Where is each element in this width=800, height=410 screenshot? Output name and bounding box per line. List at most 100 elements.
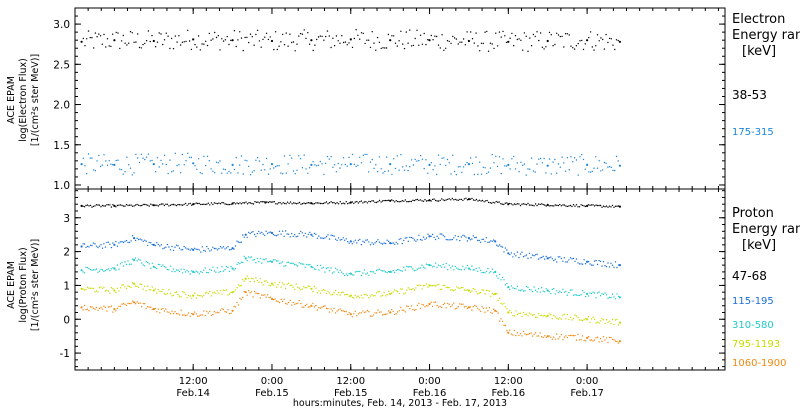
proton-trace-dot-310-580	[297, 265, 299, 267]
proton-trace-dot-795-1193	[172, 294, 175, 296]
electron-trace-dot-38-53	[577, 42, 579, 45]
proton-trace-dot-795-1193	[515, 310, 517, 312]
proton-trace-dot-47-68	[243, 202, 246, 204]
electron-point-38-53	[231, 39, 234, 42]
proton-trace-dot-1060-1900	[303, 306, 305, 308]
proton-trace-dot-795-1193	[191, 297, 193, 299]
proton-trace-dot-310-580	[258, 260, 260, 263]
proton-trace-dot-47-68	[118, 204, 120, 206]
electron-trace-dot-175-315	[384, 170, 386, 173]
electron-trace-dot-175-315	[375, 164, 377, 166]
proton-trace-dot-1060-1900	[162, 307, 164, 310]
electron-trace-dot-175-315	[564, 170, 567, 172]
proton-trace-dot-1060-1900	[528, 333, 531, 335]
proton-trace-dot-47-68	[474, 199, 476, 202]
electron-trace-dot-175-315	[108, 160, 110, 162]
proton-trace-dot-310-580	[409, 266, 411, 268]
proton-trace-dot-115-195	[601, 265, 603, 267]
proton-trace-dot-795-1193	[212, 292, 214, 294]
proton-trace-dot-115-195	[513, 253, 516, 255]
electron-trace-dot-38-53	[418, 44, 420, 46]
proton-trace-dot-310-580	[598, 291, 600, 293]
proton-trace-dot-795-1193	[357, 295, 359, 297]
proton-point-47-68	[80, 204, 83, 207]
proton-trace-dot-310-580	[156, 267, 158, 270]
proton-trace-dot-795-1193	[368, 297, 370, 299]
electron-trace-dot-175-315	[495, 155, 497, 158]
electron-trace-dot-38-53	[214, 31, 216, 34]
proton-trace-dot-47-68	[378, 199, 381, 202]
proton-trace-dot-310-580	[491, 268, 493, 270]
proton-trace-dot-47-68	[312, 203, 314, 205]
proton-trace-dot-310-580	[462, 265, 464, 268]
electron-trace-dot-38-53	[593, 49, 595, 51]
electron-trace-dot-175-315	[529, 168, 531, 170]
proton-trace-dot-115-195	[261, 231, 263, 234]
proton-trace-dot-310-580	[437, 264, 440, 266]
proton-trace-dot-795-1193	[433, 284, 435, 287]
proton-trace-dot-1060-1900	[198, 315, 200, 317]
proton-trace-dot-115-195	[433, 236, 435, 239]
proton-trace-dot-310-580	[368, 274, 370, 277]
proton-trace-dot-115-195	[516, 251, 519, 253]
proton-trace-dot-310-580	[334, 267, 337, 269]
electron-trace-dot-38-53	[543, 48, 545, 50]
electron-trace-dot-175-315	[181, 153, 184, 156]
electron-point-38-53	[270, 39, 274, 43]
proton-trace-dot-310-580	[536, 291, 538, 293]
electron-trace-dot-175-315	[493, 162, 495, 164]
electron-trace-dot-38-53	[416, 29, 418, 31]
electron-point-175-315	[270, 163, 274, 166]
electron-point-38-53	[192, 38, 195, 41]
proton-trace-dot-115-195	[330, 234, 332, 236]
electron-trace-dot-175-315	[339, 167, 341, 169]
proton-legend-title-2: Energy ranges	[732, 222, 800, 237]
electron-trace-dot-175-315	[362, 154, 364, 156]
electron-trace-dot-175-315	[101, 164, 104, 166]
electron-trace-dot-38-53	[145, 40, 148, 42]
proton-trace-dot-47-68	[610, 206, 612, 208]
proton-trace-dot-310-580	[89, 268, 92, 271]
electron-trace-dot-38-53	[614, 48, 616, 51]
proton-trace-dot-310-580	[369, 270, 372, 273]
proton-trace-dot-1060-1900	[374, 312, 376, 314]
proton-trace-dot-795-1193	[262, 284, 264, 286]
proton-trace-dot-310-580	[354, 271, 356, 273]
proton-trace-dot-1060-1900	[212, 313, 214, 316]
proton-trace-dot-310-580	[436, 266, 438, 268]
proton-trace-dot-47-68	[528, 204, 531, 206]
proton-trace-dot-310-580	[221, 266, 223, 268]
proton-trace-dot-795-1193	[304, 287, 306, 289]
proton-trace-dot-795-1193	[344, 294, 346, 296]
proton-trace-dot-795-1193	[572, 317, 575, 320]
electron-trace-dot-38-53	[160, 33, 162, 35]
electron-point-175-315	[192, 162, 195, 165]
proton-trace-dot-47-68	[578, 206, 581, 208]
electron-trace-dot-175-315	[210, 168, 212, 170]
proton-trace-dot-47-68	[487, 201, 490, 204]
proton-trace-dot-47-68	[298, 201, 301, 204]
proton-trace-dot-115-195	[406, 237, 408, 239]
proton-trace-dot-47-68	[334, 203, 337, 205]
electron-trace-dot-38-53	[248, 41, 250, 44]
proton-trace-dot-310-580	[557, 292, 559, 294]
proton-trace-dot-310-580	[234, 267, 237, 270]
proton-trace-dot-115-195	[407, 240, 409, 242]
proton-trace-dot-1060-1900	[595, 337, 597, 339]
proton-trace-dot-1060-1900	[590, 339, 593, 341]
electron-trace-dot-175-315	[608, 166, 611, 168]
electron-trace-dot-175-315	[160, 159, 162, 162]
proton-point-47-68	[428, 199, 431, 202]
proton-point-795-1193	[507, 311, 510, 314]
electron-trace-dot-175-315	[142, 157, 144, 159]
proton-trace-dot-795-1193	[109, 292, 111, 294]
electron-trace-dot-175-315	[188, 156, 191, 158]
electron-trace-dot-175-315	[131, 174, 133, 176]
proton-trace-dot-115-195	[421, 239, 423, 241]
proton-trace-dot-47-68	[416, 198, 419, 201]
proton-trace-dot-115-195	[252, 231, 254, 233]
proton-trace-dot-115-195	[608, 266, 611, 268]
proton-trace-dot-115-195	[566, 261, 569, 263]
proton-trace-dot-115-195	[434, 238, 437, 241]
proton-trace-dot-795-1193	[450, 289, 452, 291]
